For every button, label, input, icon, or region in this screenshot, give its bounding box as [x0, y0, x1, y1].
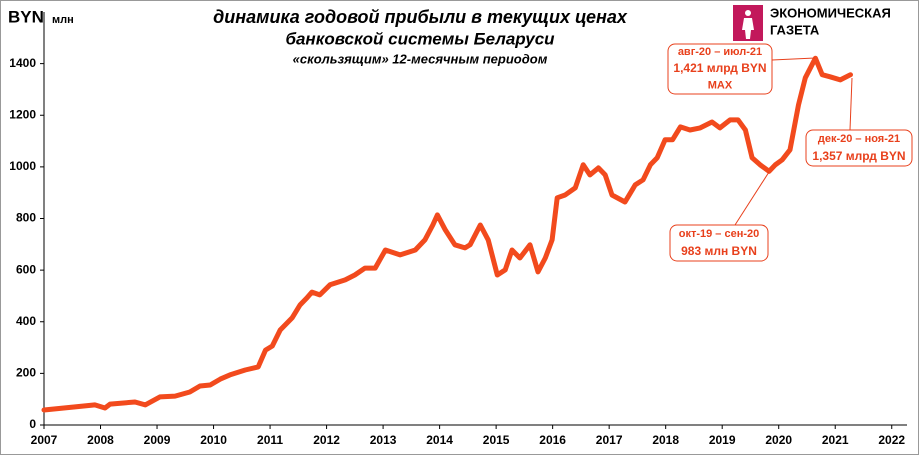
x-tick-label: 2014 [426, 433, 453, 447]
logo: ЭКОНОМИЧЕСКАЯ ГАЗЕТА [733, 5, 891, 41]
annotation-box [667, 43, 773, 95]
annotation-box [805, 129, 913, 167]
x-tick-label: 2009 [144, 433, 171, 447]
annotation-text: MAX [708, 80, 733, 92]
x-tick-label: 2016 [539, 433, 566, 447]
x-tick-label: 2013 [370, 433, 397, 447]
chart-subtitle: «скользящим» 12-месячным периодом [293, 51, 548, 66]
chart-subtitle: банковской системы Беларуси [285, 29, 555, 48]
annotation-text: дек-20 – ноя-21 [818, 133, 900, 145]
leader-line [734, 171, 770, 226]
x-tick-label: 2021 [822, 433, 849, 447]
x-tick-label: 2010 [200, 433, 227, 447]
y-tick-label: 1000 [9, 159, 36, 173]
x-tick-label: 2017 [596, 433, 623, 447]
annotation-box [669, 224, 769, 262]
x-tick-label: 2011 [257, 433, 283, 447]
x-tick-label: 2020 [765, 433, 792, 447]
annotation-text: 1,357 млрд BYN [812, 149, 905, 163]
y-tick-label: 1400 [9, 56, 36, 70]
leader-line [849, 77, 853, 131]
x-tick-label: 2019 [709, 433, 736, 447]
annotation-text: окт-19 – сен-20 [679, 228, 760, 240]
logo-icon [745, 10, 751, 16]
x-tick-label: 2012 [313, 433, 340, 447]
y-tick-label: 800 [16, 211, 36, 225]
x-tick-label: 2008 [87, 433, 114, 447]
x-tick-label: 2015 [483, 433, 510, 447]
y-tick-label: 0 [29, 417, 36, 431]
y-tick-label: 1200 [9, 107, 36, 121]
chart-title: динамика годовой прибыли в текущих ценах [213, 7, 628, 27]
x-tick-label: 2022 [878, 433, 905, 447]
y-tick-label: 400 [16, 314, 36, 328]
annotation-text: авг-20 – июл-21 [678, 46, 762, 58]
x-tick-label: 2007 [31, 433, 58, 447]
y-unit: млн [52, 14, 74, 26]
x-tick-label: 2018 [652, 433, 679, 447]
logo-icon [742, 18, 754, 39]
data-line [41, 55, 853, 413]
annotation-text: 1,421 млрд BYN [673, 61, 766, 75]
y-label: BYN [8, 7, 44, 26]
leader-line [771, 57, 816, 61]
y-tick-label: 600 [16, 262, 36, 276]
logo-text: ГАЗЕТА [770, 22, 820, 37]
annotation-text: 983 млн BYN [681, 244, 757, 258]
y-tick-label: 200 [16, 366, 36, 380]
logo-text: ЭКОНОМИЧЕСКАЯ [770, 5, 891, 20]
